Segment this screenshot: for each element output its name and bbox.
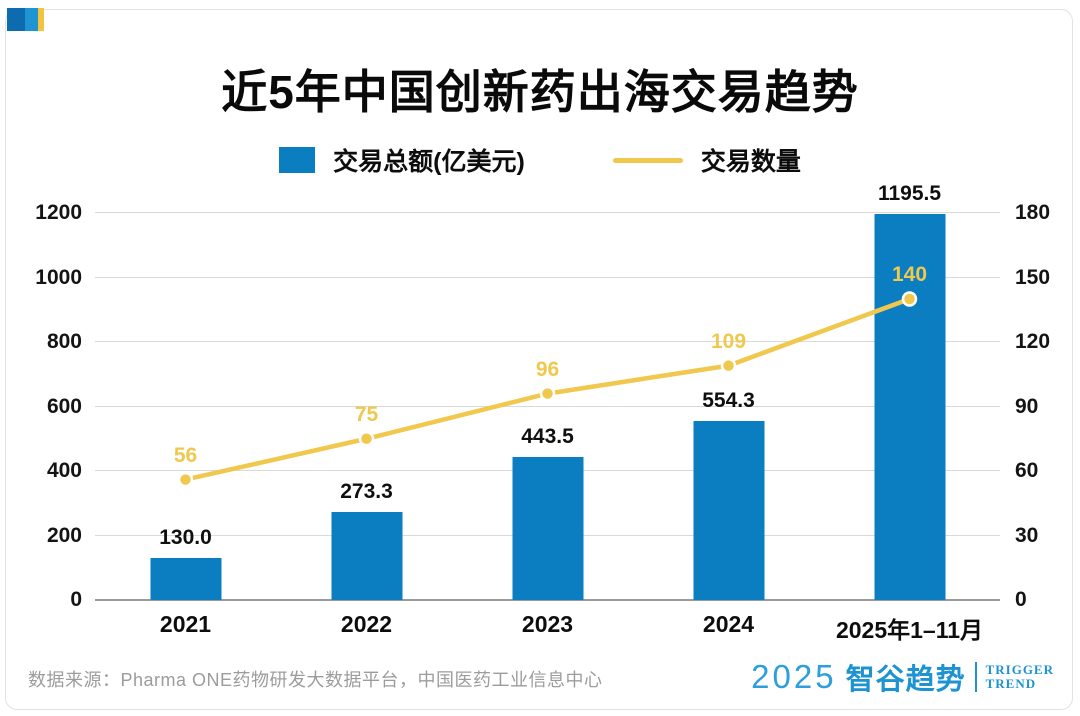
left-axis-tick-label: 800	[46, 330, 82, 353]
line-data-point-marker	[358, 431, 375, 447]
x-axis-category-label: 2025年1–11月	[835, 617, 984, 643]
left-axis-tick-label: 600	[46, 394, 82, 418]
bar-2021	[150, 558, 221, 600]
corner-brand-mark-icon	[7, 8, 44, 31]
bar-2022	[331, 511, 402, 600]
chart-legend: 交易总额(亿美元) 交易数量	[0, 142, 1080, 178]
right-axis-tick-label: 0	[1015, 588, 1027, 611]
bar-value-label: 273.3	[340, 479, 393, 503]
left-axis-tick-label: 200	[46, 523, 82, 547]
bar-2024	[693, 421, 764, 600]
line-data-point-marker	[539, 385, 556, 402]
bar-2023	[512, 456, 583, 600]
bar-value-label: 554.3	[702, 389, 755, 413]
left-axis-tick-label: 400	[46, 459, 82, 482]
line-value-label: 140	[891, 263, 928, 286]
line-value-label: 56	[173, 443, 198, 467]
gridline	[95, 405, 1000, 407]
x-axis-category-label: 2021	[159, 611, 212, 637]
line-data-point-marker	[177, 471, 194, 488]
bar-value-label: 130.0	[159, 526, 212, 550]
right-axis-tick-label: 60	[1015, 459, 1039, 482]
line-series-swatch	[612, 157, 683, 163]
corner-mark-dark-blue-block	[7, 8, 25, 31]
right-axis-tick-label: 90	[1015, 394, 1039, 418]
x-axis-category-label: 2023	[521, 611, 574, 637]
x-axis-baseline	[95, 599, 1000, 601]
left-axis-tick-label: 1200	[35, 201, 82, 224]
line-series-layer	[177, 291, 918, 488]
corner-mark-light-blue-block	[25, 8, 38, 31]
logo-tagline-line1: TRIGGER	[985, 661, 1054, 677]
line-series-legend-label: 交易数量	[700, 148, 801, 176]
x-axis-category-label: 2024	[702, 611, 755, 637]
logo-year: 2025	[751, 658, 837, 695]
logo-brand-name: 智谷趋势	[845, 664, 966, 696]
gridline	[95, 341, 1000, 342]
gridline	[95, 212, 1000, 213]
right-axis-tick-label: 30	[1015, 523, 1039, 547]
right-axis-tick-label: 150	[1015, 265, 1051, 289]
line-data-point-marker	[901, 291, 918, 307]
left-axis-tick-label: 1000	[35, 265, 82, 289]
plot-area: 0 0 200 30 400 60 600 90 800 120 1000 150 1200 180 130…	[35, 182, 1050, 643]
line-value-label: 109	[710, 329, 747, 353]
chart-title: 近5年中国创新药出海交易趋势	[221, 66, 859, 118]
right-axis-tick-label: 120	[1015, 330, 1051, 353]
logo-tagline-line2: TREND	[985, 676, 1037, 691]
bar-series-legend-label: 交易总额(亿美元)	[333, 148, 525, 176]
line-data-point-marker	[720, 357, 737, 374]
bar-value-label: 443.5	[521, 424, 574, 448]
corner-mark-yellow-block	[38, 8, 44, 31]
left-axis-tick-label: 0	[70, 588, 82, 611]
bar-series-swatch	[279, 147, 316, 173]
line-value-label: 96	[535, 357, 560, 381]
logo-tagline: TRIGGER TREND	[985, 661, 1054, 692]
bar-2025年1–11月	[874, 214, 945, 600]
data-source-note: 数据来源：Pharma ONE药物研发大数据平台，中国医药工业信息中心	[28, 670, 603, 690]
logo-divider	[974, 662, 977, 692]
bar-value-label: 1195.5	[877, 182, 942, 206]
right-axis-tick-label: 180	[1015, 201, 1051, 224]
x-axis-category-label: 2022	[340, 611, 393, 637]
publisher-logo: 2025 智谷趋势 TRIGGER TREND	[751, 656, 1054, 698]
line-value-label: 75	[354, 402, 379, 426]
gridline	[95, 276, 1000, 278]
